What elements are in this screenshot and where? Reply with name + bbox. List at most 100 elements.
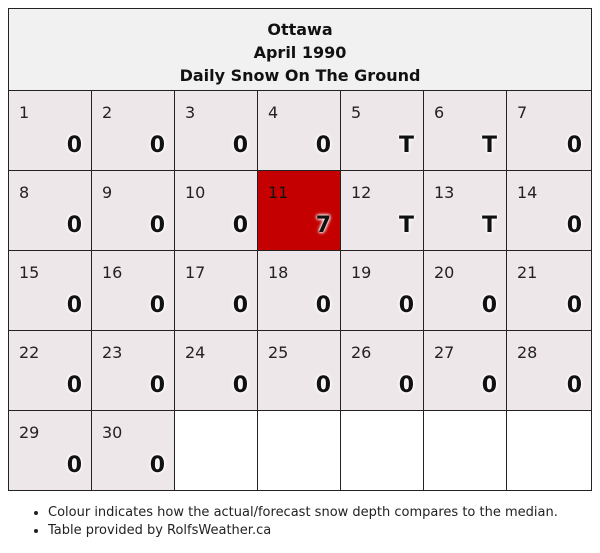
day-cell-28: 28 0 xyxy=(507,331,591,411)
snow-depth-value: T xyxy=(481,213,497,238)
day-cell-19: 19 0 xyxy=(341,251,424,331)
day-cell-13: 13 T xyxy=(424,171,507,251)
month-title: April 1990 xyxy=(253,43,347,62)
snow-depth-value: 0 xyxy=(66,133,82,158)
day-number: 8 xyxy=(19,183,30,202)
day-number: 21 xyxy=(517,263,538,282)
day-cell-10: 10 0 xyxy=(175,171,258,251)
snow-depth-value: 0 xyxy=(66,453,82,478)
day-cell-22: 22 0 xyxy=(9,331,92,411)
day-number: 24 xyxy=(185,343,206,362)
snow-depth-value: 0 xyxy=(398,373,414,398)
day-cell-23: 23 0 xyxy=(92,331,175,411)
snow-depth-value: 7 xyxy=(315,213,331,238)
day-number: 15 xyxy=(19,263,40,282)
footnotes: Colour indicates how the actual/forecast… xyxy=(30,504,558,540)
day-cell-12: 12 T xyxy=(341,171,424,251)
calendar-subtitle: Daily Snow On The Ground xyxy=(179,66,421,85)
snow-depth-value: 0 xyxy=(232,133,248,158)
snow-depth-value: 0 xyxy=(149,133,165,158)
empty-cell xyxy=(175,411,258,490)
empty-cell xyxy=(424,411,507,490)
city-title: Ottawa xyxy=(267,20,333,39)
snow-depth-value: T xyxy=(398,213,414,238)
day-cell-29: 29 0 xyxy=(9,411,92,490)
day-number: 25 xyxy=(268,343,289,362)
snow-depth-value: 0 xyxy=(566,133,582,158)
day-cell-21: 21 0 xyxy=(507,251,591,331)
day-cell-14: 14 0 xyxy=(507,171,591,251)
snow-depth-value: 0 xyxy=(232,213,248,238)
empty-cell xyxy=(507,411,591,490)
day-number: 23 xyxy=(102,343,123,362)
day-cell-15: 15 0 xyxy=(9,251,92,331)
day-number: 22 xyxy=(19,343,40,362)
day-number: 7 xyxy=(517,103,528,122)
snow-depth-value: 0 xyxy=(566,293,582,318)
day-number: 13 xyxy=(434,183,455,202)
day-number: 12 xyxy=(351,183,372,202)
day-cell-27: 27 0 xyxy=(424,331,507,411)
snow-depth-value: T xyxy=(398,133,414,158)
day-number: 19 xyxy=(351,263,372,282)
day-cell-11: 11 7 xyxy=(258,171,341,251)
day-cell-24: 24 0 xyxy=(175,331,258,411)
day-number: 20 xyxy=(434,263,455,282)
day-cell-20: 20 0 xyxy=(424,251,507,331)
snow-calendar: Ottawa April 1990 Daily Snow On The Grou… xyxy=(8,8,592,491)
snow-depth-value: 0 xyxy=(66,213,82,238)
day-number: 9 xyxy=(102,183,113,202)
snow-depth-value: 0 xyxy=(481,373,497,398)
day-number: 3 xyxy=(185,103,196,122)
snow-depth-value: 0 xyxy=(398,293,414,318)
snow-depth-value: 0 xyxy=(149,453,165,478)
day-number: 17 xyxy=(185,263,206,282)
snow-depth-value: 0 xyxy=(149,373,165,398)
snow-depth-value: 0 xyxy=(315,133,331,158)
day-number: 11 xyxy=(268,183,289,202)
day-number: 2 xyxy=(102,103,113,122)
day-cell-30: 30 0 xyxy=(92,411,175,490)
day-number: 10 xyxy=(185,183,206,202)
day-cell-18: 18 0 xyxy=(258,251,341,331)
snow-depth-value: 0 xyxy=(66,293,82,318)
snow-depth-value: 0 xyxy=(481,293,497,318)
snow-depth-value: 0 xyxy=(66,373,82,398)
day-number: 5 xyxy=(351,103,362,122)
day-number: 1 xyxy=(19,103,30,122)
snow-depth-value: 0 xyxy=(232,293,248,318)
calendar-grid: 1 0 2 0 3 0 4 0 5 T 6 T 7 0 8 0 9 0 10 0 11 7 12 T 13 T 14 0 15 0 16 0 1… xyxy=(9,91,591,490)
day-cell-26: 26 0 xyxy=(341,331,424,411)
snow-depth-value: 0 xyxy=(232,373,248,398)
day-number: 27 xyxy=(434,343,455,362)
calendar-header: Ottawa April 1990 Daily Snow On The Grou… xyxy=(9,9,591,91)
footnote-colour: Colour indicates how the actual/forecast… xyxy=(48,504,558,522)
snow-depth-value: T xyxy=(481,133,497,158)
day-number: 28 xyxy=(517,343,538,362)
day-number: 18 xyxy=(268,263,289,282)
snow-depth-value: 0 xyxy=(149,293,165,318)
day-number: 16 xyxy=(102,263,123,282)
day-number: 29 xyxy=(19,423,40,442)
day-cell-16: 16 0 xyxy=(92,251,175,331)
day-cell-17: 17 0 xyxy=(175,251,258,331)
snow-depth-value: 0 xyxy=(315,373,331,398)
day-number: 26 xyxy=(351,343,372,362)
empty-cell xyxy=(341,411,424,490)
snow-depth-value: 0 xyxy=(566,373,582,398)
day-number: 14 xyxy=(517,183,538,202)
day-cell-25: 25 0 xyxy=(258,331,341,411)
snow-depth-value: 0 xyxy=(149,213,165,238)
empty-cell xyxy=(258,411,341,490)
footnote-credit: Table provided by RolfsWeather.ca xyxy=(48,522,558,540)
day-number: 4 xyxy=(268,103,279,122)
